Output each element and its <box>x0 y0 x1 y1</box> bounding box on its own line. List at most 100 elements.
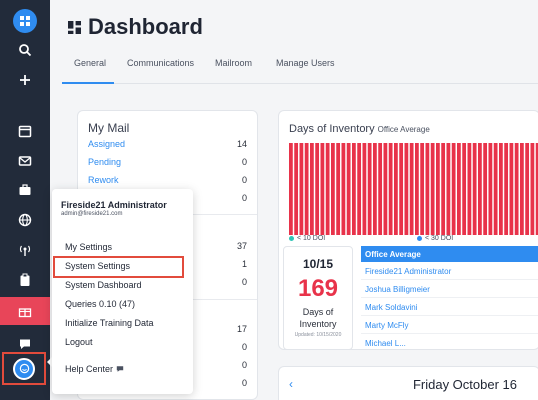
days-of-inventory-card: Days of Inventory Office Average < 10 DOI… <box>278 110 538 350</box>
legend-label: < 30 DOI <box>425 235 454 242</box>
legend-item[interactable]: < 10 DOI <box>289 235 325 242</box>
menu-item-logout[interactable]: Logout <box>65 337 93 347</box>
inventory-bar-chart <box>289 143 538 235</box>
inventory-bar <box>299 143 304 235</box>
doi-title: Days of Inventory Office Average <box>289 123 430 135</box>
mail-value: 37 <box>236 241 247 251</box>
mail-row-pending[interactable]: Pending 0 <box>88 157 247 173</box>
menu-item-system-dashboard[interactable]: System Dashboard <box>65 280 142 290</box>
mail-row-label[interactable]: Assigned <box>88 139 126 149</box>
user-name: Fireside21 Administrator <box>61 200 167 210</box>
globe-icon[interactable] <box>0 206 50 234</box>
inventory-bar <box>457 143 461 235</box>
menu-item-initialize-training-data[interactable]: Initialize Training Data <box>65 318 154 328</box>
calendar-prev-button[interactable]: ‹ <box>289 377 293 391</box>
user-menu: Fireside21 Administrator admin@fireside2… <box>52 189 193 394</box>
user-menu-highlight <box>2 352 46 385</box>
calendar-icon[interactable] <box>0 117 50 145</box>
dashboard-icon <box>68 20 81 34</box>
doi-subtitle: Office Average <box>377 125 430 134</box>
briefcase-icon[interactable] <box>0 176 50 204</box>
page-header: Dashboard <box>68 14 203 40</box>
app-logo-icon[interactable] <box>13 9 37 33</box>
inventory-bar <box>520 143 524 235</box>
inventory-bar <box>504 143 509 235</box>
inventory-bar <box>362 143 367 235</box>
tab-communications[interactable]: Communications <box>127 58 195 68</box>
sidebar <box>0 0 50 400</box>
list-item[interactable]: Mark Soldavini <box>361 298 538 316</box>
inventory-bar <box>525 143 530 235</box>
user-avatar-icon[interactable] <box>13 357 35 380</box>
inventory-bar <box>394 143 398 235</box>
inventory-bar <box>467 143 472 235</box>
inventory-bar <box>535 143 538 235</box>
inventory-bar <box>530 143 535 235</box>
chat-icon[interactable] <box>0 330 50 358</box>
inventory-bar <box>509 143 514 235</box>
inventory-bar <box>488 143 493 235</box>
search-icon[interactable] <box>0 36 50 64</box>
menu-item-help-center[interactable]: Help Center <box>65 364 124 374</box>
mail-icon[interactable] <box>0 147 50 175</box>
inventory-bar <box>399 143 404 235</box>
people-list-header[interactable]: Office Average <box>361 246 538 262</box>
inventory-bar <box>430 143 435 235</box>
list-item[interactable]: Michael L... <box>361 334 538 350</box>
clipboard-icon[interactable] <box>0 266 50 294</box>
legend-label: < 10 DOI <box>297 235 326 242</box>
menu-item-my-settings[interactable]: My Settings <box>65 242 113 252</box>
inventory-label-2: Inventory <box>299 319 337 329</box>
list-item[interactable]: Joshua Billigmeier <box>361 280 538 298</box>
inventory-bar <box>331 143 335 235</box>
inventory-bar <box>472 143 477 235</box>
mail-row-assigned[interactable]: Assigned 14 <box>88 139 247 155</box>
inventory-bar <box>336 143 341 235</box>
inventory-bar <box>499 143 503 235</box>
my-mail-title: My Mail <box>88 121 130 135</box>
inventory-bar <box>425 143 430 235</box>
mail-row-label[interactable]: Rework <box>88 175 119 185</box>
mail-value: 0 <box>241 378 247 388</box>
tab-mailroom[interactable]: Mailroom <box>215 58 253 68</box>
calendar-card: ‹ Friday October 16 <box>278 366 538 400</box>
inventory-bar <box>310 143 314 235</box>
menu-caret <box>47 357 52 367</box>
inventory-bar <box>289 143 293 235</box>
legend-item[interactable]: < 30 DOI <box>417 235 453 242</box>
mail-value: 0 <box>241 193 247 203</box>
mail-value: 0 <box>241 277 247 287</box>
inventory-summary: 10/15 169 Days of Inventory Updated: 10/… <box>283 246 353 350</box>
mail-row-value: 14 <box>236 139 247 149</box>
tab-general[interactable]: General <box>74 58 107 68</box>
inventory-bar <box>315 143 320 235</box>
inventory-bar <box>304 143 309 235</box>
mail-value: 17 <box>236 324 247 334</box>
mail-value: 1 <box>241 259 247 269</box>
mail-row-label[interactable]: Pending <box>88 157 122 167</box>
doi-title-text: Days of Inventory <box>289 123 375 135</box>
gift-icon[interactable] <box>0 297 50 325</box>
inventory-bar <box>409 143 414 235</box>
inventory-bar <box>462 143 467 235</box>
inventory-bar <box>478 143 482 235</box>
inventory-bar <box>451 143 456 235</box>
inventory-bar <box>493 143 498 235</box>
tab-manage-users[interactable]: Manage Users <box>276 58 335 68</box>
menu-item-system-settings[interactable]: System Settings <box>65 261 131 271</box>
list-item[interactable]: Fireside21 Administrator <box>361 262 538 280</box>
mail-row-rework[interactable]: Rework 0 <box>88 175 247 191</box>
inventory-bar <box>441 143 446 235</box>
inventory-bar <box>446 143 451 235</box>
menu-item-queries[interactable]: Queries 0.10 (47) <box>65 299 136 309</box>
chat-icon <box>116 366 124 372</box>
broadcast-icon[interactable] <box>0 236 50 264</box>
people-list: Office Average Fireside21 Administrator … <box>361 246 538 350</box>
list-item[interactable]: Marty McFly <box>361 316 538 334</box>
inventory-bar <box>357 143 362 235</box>
system-settings-highlight <box>53 256 184 278</box>
help-center-label: Help Center <box>65 364 114 374</box>
inventory-bar <box>373 143 377 235</box>
plus-icon[interactable] <box>0 66 50 94</box>
inventory-bar <box>420 143 425 235</box>
